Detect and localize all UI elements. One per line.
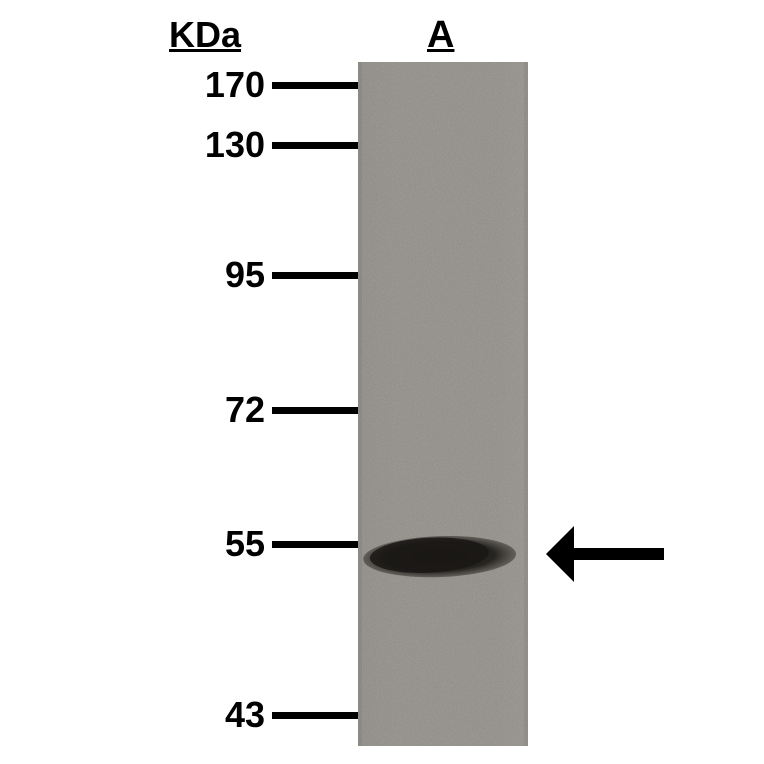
marker-label-170: 170 — [205, 64, 265, 106]
marker-label-72: 72 — [225, 389, 265, 431]
gel-background — [358, 62, 528, 746]
tick-mark-170 — [272, 82, 358, 89]
tick-mark-43 — [272, 712, 358, 719]
marker-label-43: 43 — [225, 694, 265, 736]
band-indicator-arrow — [546, 526, 664, 582]
arrow-head-icon — [546, 526, 574, 582]
gel-lane — [358, 62, 528, 746]
tick-mark-55 — [272, 541, 358, 548]
marker-label-95: 95 — [225, 254, 265, 296]
marker-label-55: 55 — [225, 523, 265, 565]
arrow-line — [574, 548, 664, 560]
marker-label-130: 130 — [205, 124, 265, 166]
lane-a-label: A — [427, 14, 454, 57]
western-blot-container: KDa A 170 130 95 72 55 43 — [0, 0, 764, 764]
tick-mark-95 — [272, 272, 358, 279]
unit-label: KDa — [169, 14, 241, 56]
tick-mark-72 — [272, 407, 358, 414]
tick-mark-130 — [272, 142, 358, 149]
